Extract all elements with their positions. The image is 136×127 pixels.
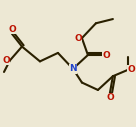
Text: N: N: [69, 64, 77, 73]
Text: O: O: [74, 34, 82, 43]
Text: O: O: [128, 65, 136, 74]
Text: O: O: [8, 25, 16, 34]
Text: O: O: [103, 51, 111, 60]
Text: O: O: [2, 56, 10, 65]
Text: O: O: [106, 93, 114, 102]
